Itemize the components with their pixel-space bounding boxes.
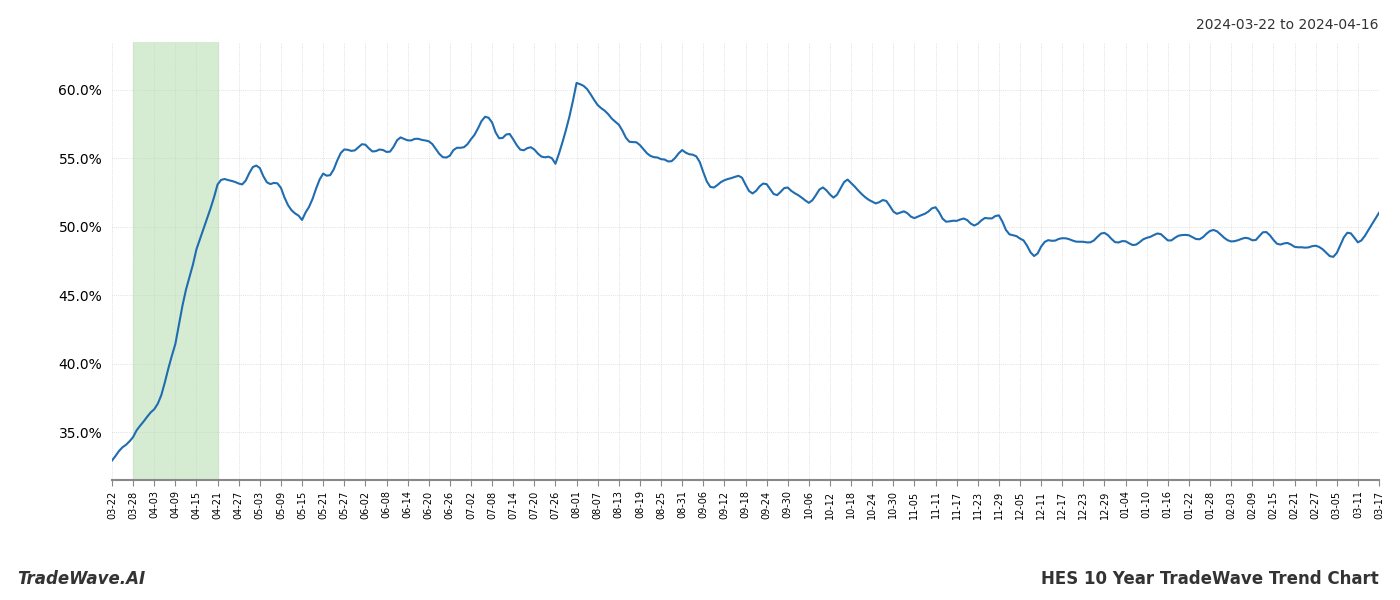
Text: TradeWave.AI: TradeWave.AI xyxy=(17,570,146,588)
Text: 2024-03-22 to 2024-04-16: 2024-03-22 to 2024-04-16 xyxy=(1197,18,1379,32)
Text: HES 10 Year TradeWave Trend Chart: HES 10 Year TradeWave Trend Chart xyxy=(1042,570,1379,588)
Bar xyxy=(133,42,217,480)
